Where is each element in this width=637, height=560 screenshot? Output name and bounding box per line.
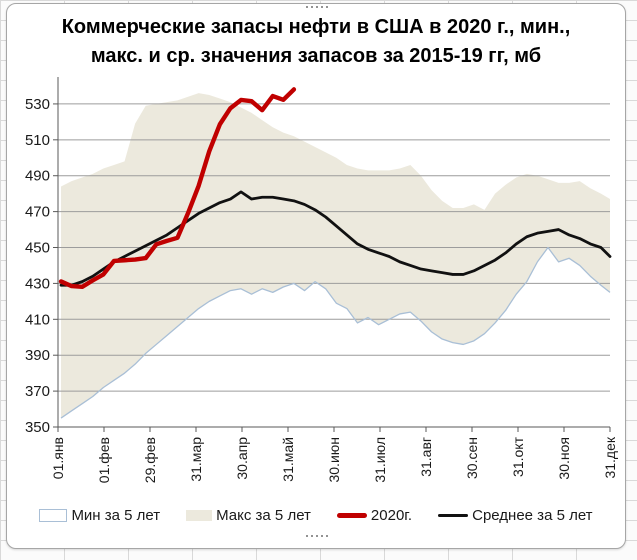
- svg-text:29.фев: 29.фев: [142, 437, 158, 483]
- axes: [53, 77, 611, 432]
- svg-text:31.дек: 31.дек: [602, 436, 618, 478]
- svg-text:31.мар: 31.мар: [188, 437, 204, 482]
- svg-text:370: 370: [25, 383, 50, 400]
- svg-text:01.фев: 01.фев: [96, 437, 112, 483]
- svg-text:31.май: 31.май: [280, 437, 296, 482]
- svg-text:30.сен: 30.сен: [464, 437, 480, 479]
- svg-text:30.июн: 30.июн: [326, 437, 342, 483]
- svg-text:430: 430: [25, 275, 50, 292]
- min-swatch-icon: [39, 509, 68, 522]
- min-line-series: [60, 246, 611, 419]
- legend-label-2020: 2020г.: [370, 507, 413, 524]
- svg-text:31.июл: 31.июл: [372, 437, 388, 483]
- chart-title-line1: Коммерческие запасы нефти в США в 2020 г…: [61, 16, 571, 38]
- svg-text:30.апр: 30.апр: [234, 437, 250, 480]
- svg-text:450: 450: [25, 240, 50, 257]
- chart-legend: Мин за 5 лет Макс за 5 лет 2020г. Средне…: [7, 507, 625, 524]
- line-2020-swatch-icon: [336, 513, 367, 518]
- avg-swatch-icon: [438, 514, 469, 517]
- chart-card[interactable]: Коммерческие запасы нефти в США в 2020 г…: [6, 3, 626, 549]
- line-2020-series: [58, 87, 297, 290]
- legend-item-min[interactable]: Мин за 5 лет: [39, 507, 160, 524]
- legend-item-avg[interactable]: Среднее за 5 лет: [438, 507, 593, 524]
- svg-text:30.ноя: 30.ноя: [556, 437, 572, 480]
- y-axis-labels: 350 370 390 410 430 450 470 490 510 530: [25, 96, 50, 436]
- chart-title: Коммерческие запасы нефти в США в 2020 г…: [7, 13, 625, 71]
- chart-title-line2: макс. и ср. значения запасов за 2015-19 …: [90, 45, 542, 67]
- svg-text:31.окт: 31.окт: [510, 436, 526, 477]
- max-band-area: [61, 93, 610, 419]
- svg-text:490: 490: [25, 168, 50, 185]
- max-swatch-icon: [186, 510, 213, 521]
- svg-text:390: 390: [25, 347, 50, 364]
- avg-line-series: [59, 190, 612, 287]
- legend-item-max[interactable]: Макс за 5 лет: [186, 507, 311, 524]
- legend-label-avg: Среднее за 5 лет: [472, 507, 593, 524]
- legend-label-max: Макс за 5 лет: [216, 507, 311, 524]
- resize-handle-top[interactable]: [306, 4, 328, 10]
- gridlines: [58, 103, 610, 428]
- svg-text:470: 470: [25, 204, 50, 221]
- svg-text:01.янв: 01.янв: [50, 437, 66, 479]
- svg-text:530: 530: [25, 96, 50, 113]
- svg-text:410: 410: [25, 311, 50, 328]
- svg-text:31.авг: 31.авг: [418, 437, 434, 477]
- svg-text:510: 510: [25, 132, 50, 149]
- legend-item-2020[interactable]: 2020г.: [336, 507, 413, 524]
- legend-label-min: Мин за 5 лет: [71, 507, 161, 524]
- svg-text:350: 350: [25, 419, 50, 436]
- x-axis-labels: 01.янв 01.фев 29.фев 31.мар 30.апр 31.май 30.и…: [50, 436, 618, 483]
- resize-handle-bottom[interactable]: [306, 533, 328, 539]
